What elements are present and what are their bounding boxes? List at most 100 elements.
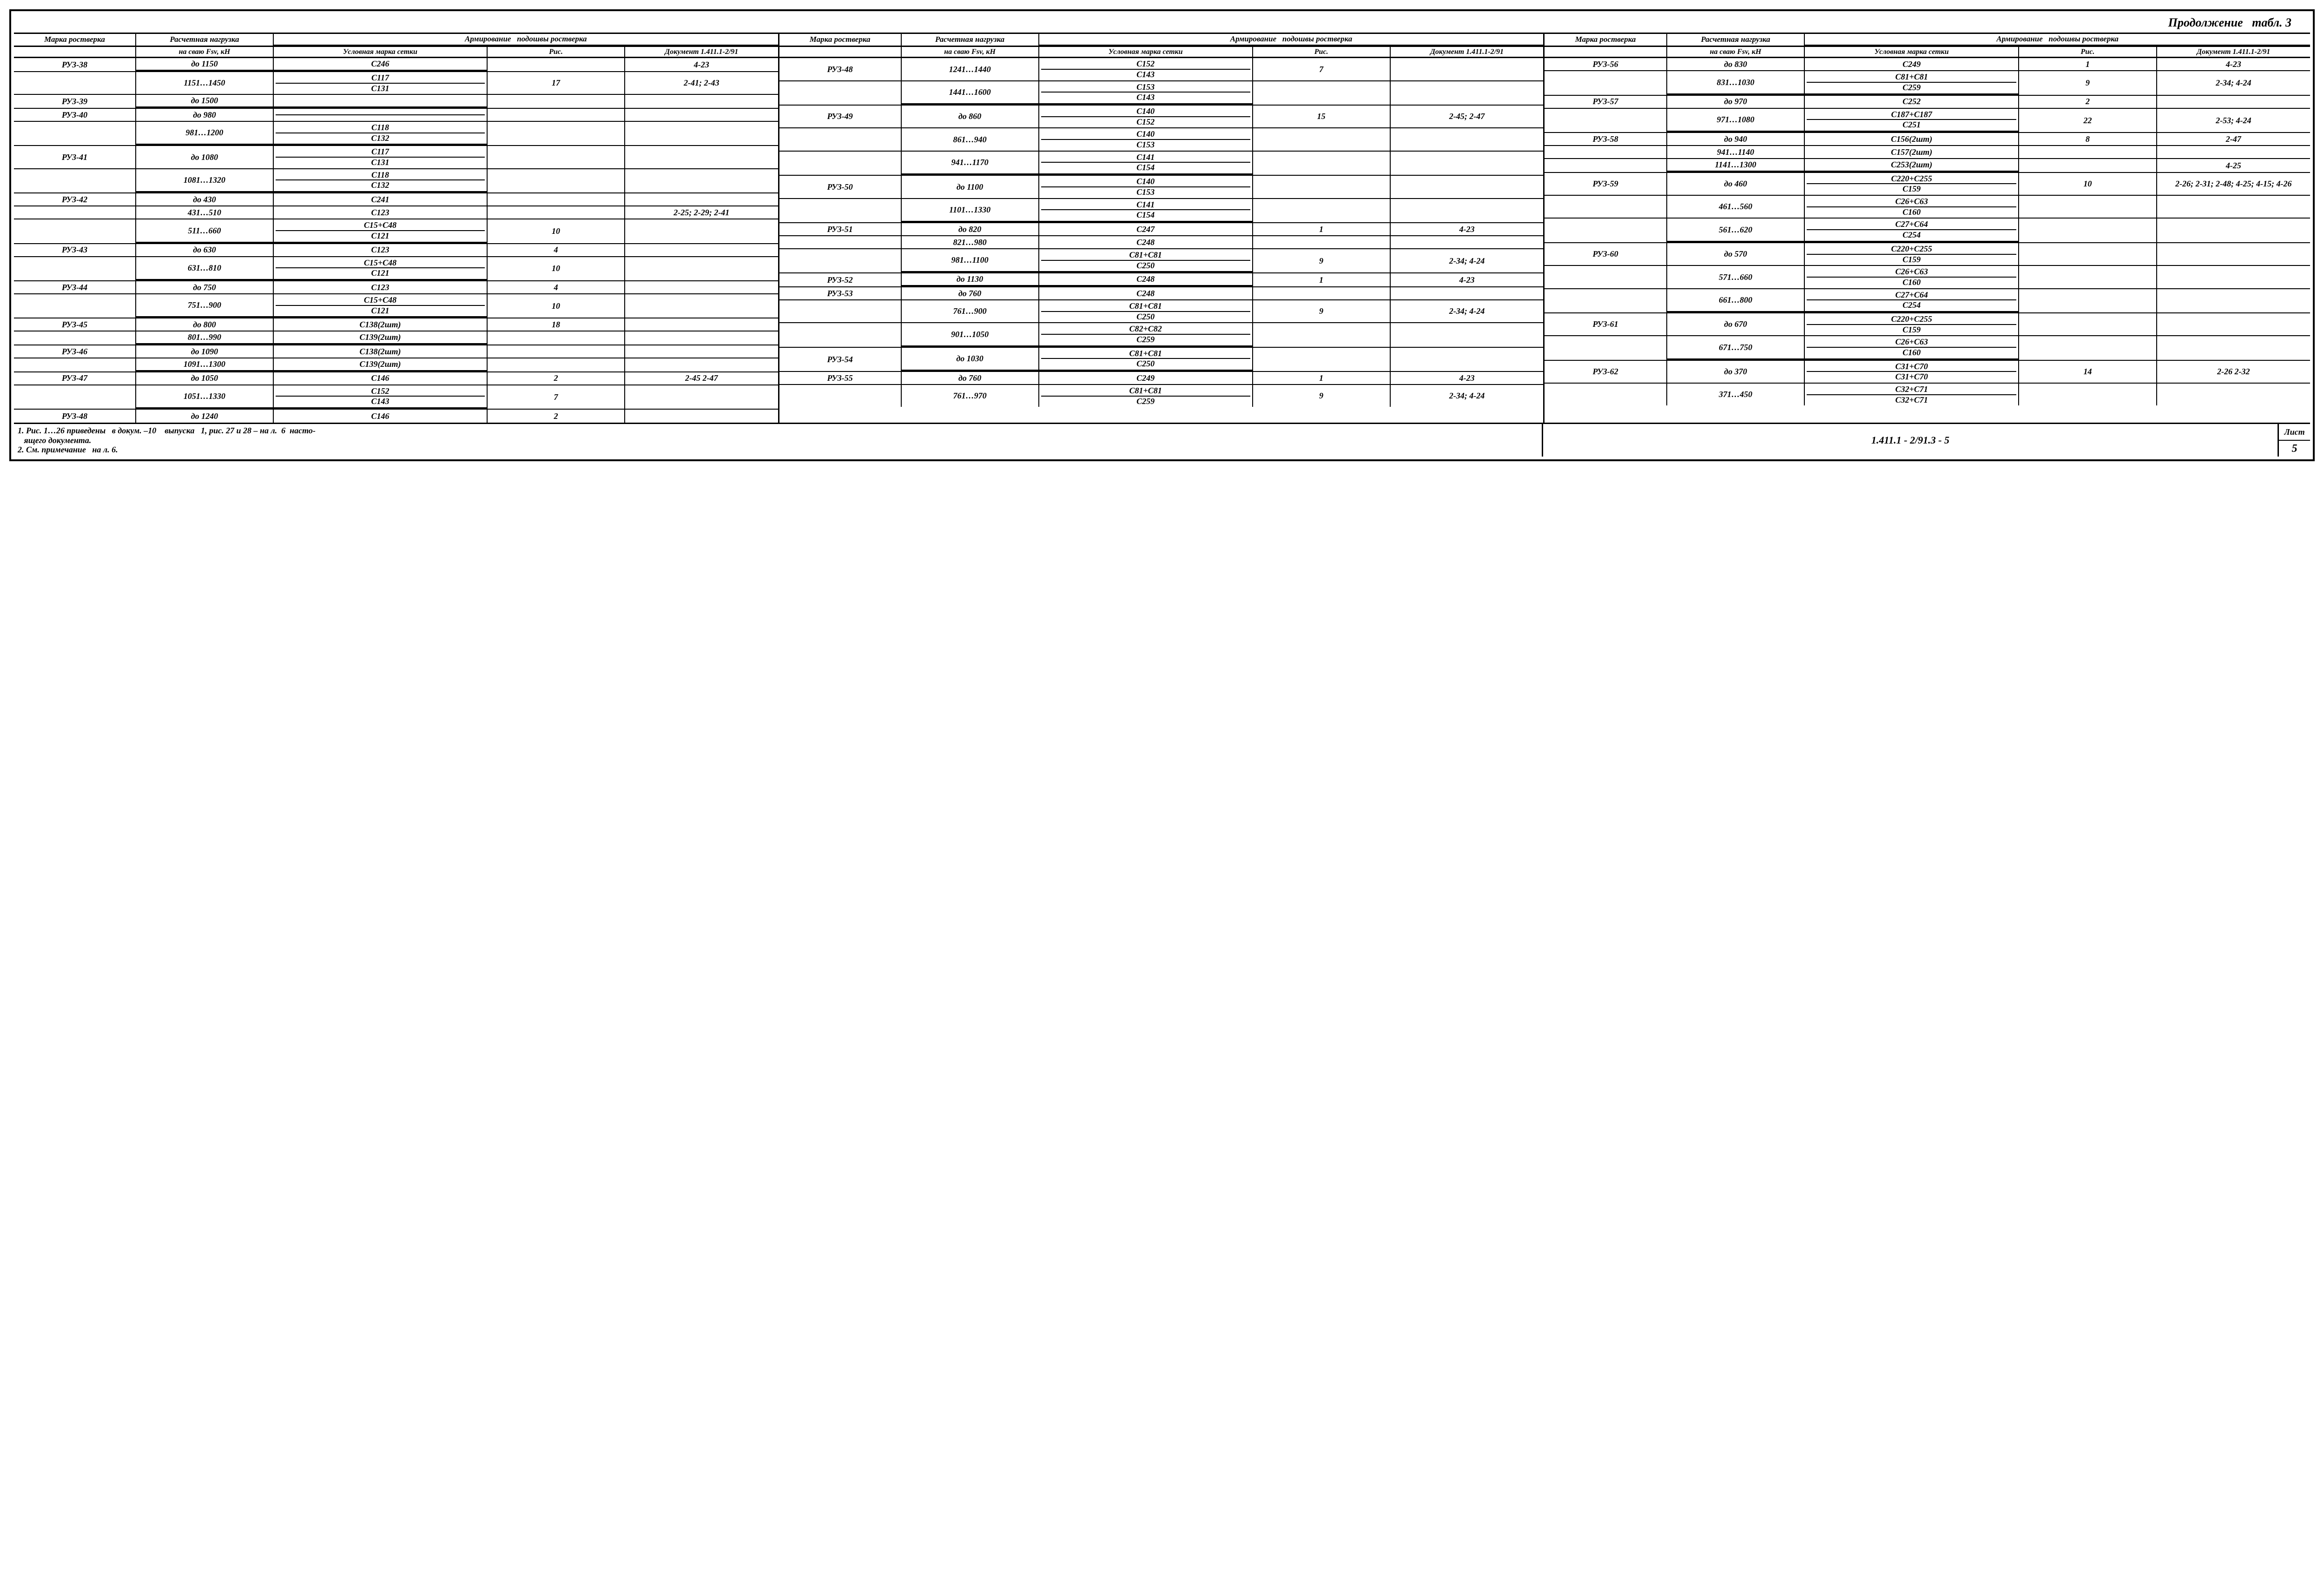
- cell-mesh: С139(2шт): [274, 358, 488, 371]
- cell-doc: 4-23: [2157, 58, 2310, 70]
- cell-load: до 820: [902, 223, 1039, 235]
- cell-load: 941…1170: [902, 152, 1039, 175]
- cell-mesh: С248: [1039, 287, 1253, 299]
- cell-mesh: С252: [1805, 96, 2019, 108]
- cell-fig: [1253, 287, 1391, 299]
- table-row: 761…970С81+С81С25992-34; 4-24: [779, 385, 1544, 407]
- table-row: РУ3-43до 630С1234: [14, 244, 778, 257]
- hdr-mark: Марка ростверка: [14, 34, 136, 46]
- cell-load: 831…1030: [1667, 71, 1805, 94]
- hdr-mark: Марка ростверка: [779, 34, 902, 46]
- cell-fig: 2: [488, 372, 625, 384]
- cell-load: 761…900: [902, 300, 1039, 322]
- cell-mesh: С141С154: [1039, 199, 1253, 222]
- cell-mesh: С82+С82С259: [1039, 323, 1253, 346]
- hdr-arm-group: Армирование подошвы ростверка: [1039, 34, 1544, 46]
- hdr-arm: Армирование подошвы ростверка: [274, 34, 778, 46]
- cell-mesh: С117С131: [274, 146, 488, 168]
- cell-load: до 1130: [902, 273, 1039, 286]
- table-row: РУ3-42до 430С241: [14, 193, 778, 206]
- cell-mesh: С81+С81С250: [1039, 300, 1253, 322]
- cell-load: до 630: [136, 244, 274, 256]
- table-row: 941…1140С157(2шт): [1545, 146, 2310, 159]
- hdr-dok: Документ 1.411.1-2/91: [1391, 47, 1544, 57]
- cell-doc: 4-23: [625, 58, 778, 71]
- cell-fig: 10: [2019, 173, 2157, 195]
- cell-fig: 9: [1253, 249, 1391, 272]
- cell-load: 1151…1450: [136, 72, 274, 94]
- cell-mesh: С140С153: [1039, 128, 1253, 150]
- cell-load: до 670: [1667, 313, 1805, 335]
- cell-mesh: С146: [274, 410, 488, 423]
- cell-mesh: С27+С64С254: [1805, 219, 2019, 242]
- table-row: РУ3-54до 1030С81+С81С250: [779, 348, 1544, 372]
- cell-mesh: С81+С81С259: [1039, 385, 1253, 407]
- cell-doc: 2-41; 2-43: [625, 72, 778, 94]
- cell-load: до 370: [1667, 361, 1805, 383]
- table-row: 371…450С32+С71С32+С71: [1545, 384, 2310, 405]
- cell-mark: РУ3-43: [14, 244, 136, 256]
- cell-mark: РУ3-62: [1545, 361, 1667, 383]
- cell-mark: РУ3-42: [14, 193, 136, 205]
- cell-mark: РУ3-40: [14, 109, 136, 121]
- table-row: РУ3-59до 460С220+С255С159102-26; 2-31; 2…: [1545, 173, 2310, 196]
- cell-mesh: С15+С48С121: [274, 257, 488, 280]
- cell-mesh: С152С143: [274, 385, 488, 409]
- cell-load: до 830: [1667, 58, 1805, 70]
- table-row: 631…810С15+С48С12110: [14, 257, 778, 281]
- cell-fig: 18: [488, 318, 625, 331]
- cell-load: до 1030: [902, 348, 1039, 371]
- table-row: 1441…1600С153С143: [779, 81, 1544, 106]
- cell-load: 981…1200: [136, 122, 274, 145]
- table-row: 971…1080С187+С187С251222-53; 4-24: [1545, 109, 2310, 133]
- cell-mesh: С247: [1039, 223, 1253, 235]
- table-row: 901…1050С82+С82С259: [779, 323, 1544, 347]
- cell-mark: РУ3-49: [779, 106, 902, 127]
- cell-load: до 970: [1667, 96, 1805, 108]
- cell-fig: [488, 58, 625, 71]
- cell-doc: 2-34; 4-24: [2157, 71, 2310, 94]
- cell-mesh: С152С143: [1039, 58, 1253, 80]
- table-row: 511…660С15+С48С12110: [14, 219, 778, 244]
- cell-mark: РУ3-38: [14, 58, 136, 71]
- footer-docblock: 1.411.1 - 2/91.3 - 5 Лист 5: [1543, 424, 2310, 457]
- cell-mesh: С153С143: [1039, 81, 1253, 105]
- cell-mesh: С140С153: [1039, 176, 1253, 198]
- cell-load: до 1090: [136, 345, 274, 358]
- cell-load: 1091…1300: [136, 358, 274, 371]
- cell-mark: РУ3-53: [779, 287, 902, 299]
- cell-mesh: [274, 95, 488, 108]
- cell-mark: РУ3-47: [14, 372, 136, 384]
- sheet-number: 5: [2279, 441, 2310, 457]
- cell-load: 801…990: [136, 331, 274, 345]
- cell-fig: 9: [1253, 385, 1391, 407]
- cell-mesh: С220+С255С159: [1805, 313, 2019, 335]
- cell-load: до 940: [1667, 133, 1805, 145]
- cell-fig: 10: [488, 294, 625, 318]
- cell-doc: 2-34; 4-24: [1391, 300, 1544, 322]
- table-row: 831…1030С81+С81С25992-34; 4-24: [1545, 71, 2310, 95]
- cell-doc: [1391, 348, 1544, 371]
- cell-load: 861…940: [902, 128, 1039, 150]
- cell-mesh: С123: [274, 206, 488, 219]
- cell-mark: РУ3-46: [14, 345, 136, 358]
- hdr-load: Расчетная нагрузка: [1667, 34, 1805, 46]
- hdr-dok: Документ 1.411.1-2/91: [2157, 47, 2310, 57]
- cell-fig: 4: [488, 244, 625, 256]
- table-row: 821…980С248: [779, 236, 1544, 249]
- hdr-ris: Рис.: [2019, 47, 2157, 57]
- cell-mesh: С220+С255С159: [1805, 243, 2019, 265]
- cell-load: до 800: [136, 318, 274, 331]
- cell-load: до 1050: [136, 372, 274, 384]
- cell-load: до 570: [1667, 243, 1805, 265]
- cell-mesh: С157(2шт): [1805, 146, 2019, 158]
- cell-mesh: С249: [1805, 58, 2019, 70]
- table-row: 661…800С27+С64С254: [1545, 289, 2310, 313]
- table-row: РУ3-44до 750С1234: [14, 281, 778, 294]
- cell-fig: 1: [1253, 372, 1391, 384]
- cell-doc: [1391, 287, 1544, 299]
- table-grid: Марка ростверка Расчетная нагрузка Армир…: [14, 34, 2310, 424]
- table-row: РУ3-55до 760С24914-23: [779, 372, 1544, 385]
- table-row: РУ3-45до 800С138(2шт)18: [14, 318, 778, 331]
- cell-mesh: С123: [274, 244, 488, 256]
